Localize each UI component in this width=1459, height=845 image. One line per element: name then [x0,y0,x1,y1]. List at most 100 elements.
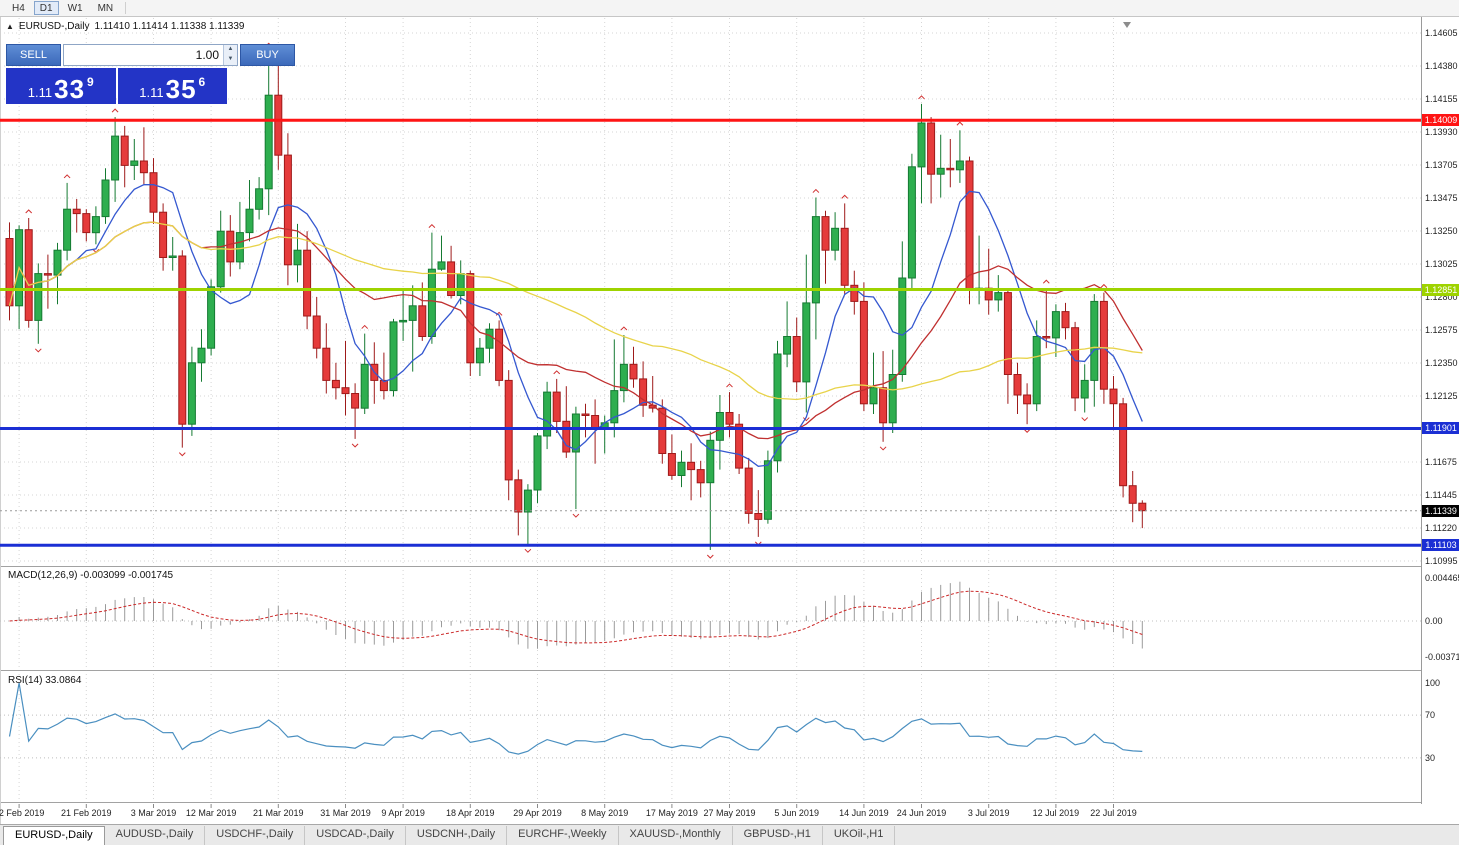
buy-price-display[interactable]: 1.11 35 6 [117,68,227,104]
hline-price-tag: 1.11103 [1422,539,1459,552]
date-axis-label: 14 Jun 2019 [839,808,889,818]
pane-separators [0,17,1459,824]
timeframe-button-h4[interactable]: H4 [12,3,25,14]
tab-ukoil-h1[interactable]: UKOil-,H1 [823,826,896,845]
hline-price-tag: 1.12851 [1422,283,1459,296]
price-axis-label: 1.12125 [1425,391,1458,401]
toolbar-separator [125,2,127,14]
price-axis-label: 1.14380 [1425,61,1458,71]
rsi-levels [0,714,1421,759]
chart-icon: ▲ [6,22,14,31]
sell-button[interactable]: SELL [6,44,61,66]
tab-usdcnh-daily[interactable]: USDCNH-,Daily [406,826,508,845]
buy-button[interactable]: BUY [240,44,295,66]
horizontal-level-lines [0,118,1421,547]
price-axis-label: 1.12800 [1425,292,1458,302]
price-axis-label: 1.13930 [1425,127,1458,137]
price-axis-label: 1.11220 [1425,523,1457,533]
macd-histogram [18,581,1143,649]
tab-usdcad-daily[interactable]: USDCAD-,Daily [305,826,406,845]
price-axis-label: 1.13025 [1425,259,1458,269]
date-axis-label: 9 Apr 2019 [381,808,425,818]
chart-symbol-label: EURUSD-,Daily [18,21,90,32]
macd-axis-label: 0.00 [1425,616,1443,626]
hline-price-tag: 1.14009 [1422,114,1459,127]
rsi-axis-label: 100 [1425,678,1441,688]
tab-audusd-daily[interactable]: AUDUSD-,Daily [105,826,206,845]
sell-price-pips: 33 [54,74,86,104]
chart-shift-marker-icon [1123,22,1131,28]
volume-down-icon[interactable]: ▼ [224,55,237,65]
buy-price-major: 1.11 [139,85,164,100]
date-axis-label: 3 Jul 2019 [967,808,1010,818]
timeframe-button-d1[interactable]: D1 [33,1,59,15]
price-axis-label: 1.10995 [1425,556,1458,566]
date-axis-label: 22 Jul 2019 [1090,808,1137,818]
price-axis-label: 1.11675 [1425,457,1457,467]
date-axis-label: 12 Feb 2019 [0,808,45,818]
price-axis[interactable]: 1.14605 1.14380 1.14155 1.13930 1.13705 1.134… [1421,17,1459,804]
price-axis-label: 1.11445 [1425,490,1457,500]
macd-indicator-label: MACD(12,26,9) -0.003099 -0.001745 [8,570,173,581]
price-axis-label: 1.14605 [1425,28,1458,38]
sell-price-point: 9 [87,75,94,89]
fractal-markers [25,42,1108,559]
tab-eurchf-weekly[interactable]: EURCHF-,Weekly [507,826,619,845]
sell-price-major: 1.11 [27,85,53,100]
price-axis-label: 1.12350 [1425,358,1458,368]
macd-signal-line [9,590,1143,644]
one-click-trade-panel: SELL ▲ ▼ BUY 1.11 33 9 1.11 35 6 [6,44,295,104]
symbol-tab-bar: EURUSD-,Daily AUDUSD-,Daily USDCHF-,Daily U… [0,824,1459,845]
tab-usdchf-daily[interactable]: USDCHF-,Daily [205,826,306,845]
price-axis-label: 1.14155 [1425,94,1458,104]
volume-box: ▲ ▼ [63,44,238,66]
buy-price-point: 6 [198,75,206,89]
tab-eurusd-daily[interactable]: EURUSD-,Daily [3,826,105,845]
grid [0,18,1421,808]
moving-averages [8,183,1143,467]
date-axis[interactable]: 12 Feb 2019 21 Feb 2019 3 Mar 2019 12 Mar 2… [0,804,1421,824]
date-axis-label: 21 Feb 2019 [61,808,112,818]
date-axis-label: 12 Mar 2019 [185,808,237,818]
price-axis-label: 1.12575 [1425,325,1458,335]
sell-price-display[interactable]: 1.11 33 9 [6,68,116,104]
volume-up-icon[interactable]: ▲ [224,45,237,55]
rsi-line [8,682,1143,755]
timeframe-toolbar: H4 D1 W1 MN [0,0,1459,17]
timeframe-button-w1[interactable]: W1 [67,3,83,14]
volume-input[interactable] [64,45,223,65]
macd-axis-label: -0.00371 [1425,651,1459,662]
tab-xauusd-monthly[interactable]: XAUUSD-,Monthly [619,826,733,845]
rsi-axis-label: 70 [1425,710,1436,721]
date-axis-label: 12 Jul 2019 [1032,808,1080,818]
hline-price-tag: 1.11901 [1422,422,1459,435]
rsi-axis-label: 30 [1425,752,1436,763]
date-axis-label: 18 Apr 2019 [446,808,495,818]
date-axis-label: 17 May 2019 [645,808,698,818]
timeframe-button-mn[interactable]: MN [97,3,114,14]
date-axis-label: 31 Mar 2019 [320,808,371,818]
tab-gbpusd-h1[interactable]: GBPUSD-,H1 [733,826,823,845]
date-axis-label: 5 Jun 2019 [774,808,819,818]
rsi-name: RSI(14) [8,675,43,686]
buy-price-pips: 35 [165,74,197,104]
date-axis-label: 27 May 2019 [703,808,756,818]
rsi-value: 33.0864 [45,675,82,686]
price-axis-label: 1.13250 [1425,226,1458,236]
macd-axis-label: 0.004465 [1425,573,1459,583]
price-axis-label: 1.13475 [1425,193,1458,203]
candles [5,51,1147,550]
date-axis-label: 21 Mar 2019 [253,808,304,818]
macd-values: -0.003099 -0.001745 [80,570,174,581]
chart-ohlc-values: 1.11410 1.11414 1.11338 1.11339 [94,21,245,32]
macd-name: MACD(12,26,9) [8,570,78,581]
rsi-indicator-label: RSI(14) 33.0864 [8,675,81,686]
date-axis-label: 29 Apr 2019 [513,808,562,818]
volume-spinner: ▲ ▼ [223,45,237,65]
date-axis-label: 3 Mar 2019 [130,808,177,818]
chart-ohlc-header: ▲ EURUSD-,Daily 1.11410 1.11414 1.11338 … [6,21,244,32]
date-axis-label: 8 May 2019 [581,808,629,818]
date-axis-label: 24 Jun 2019 [896,808,947,818]
